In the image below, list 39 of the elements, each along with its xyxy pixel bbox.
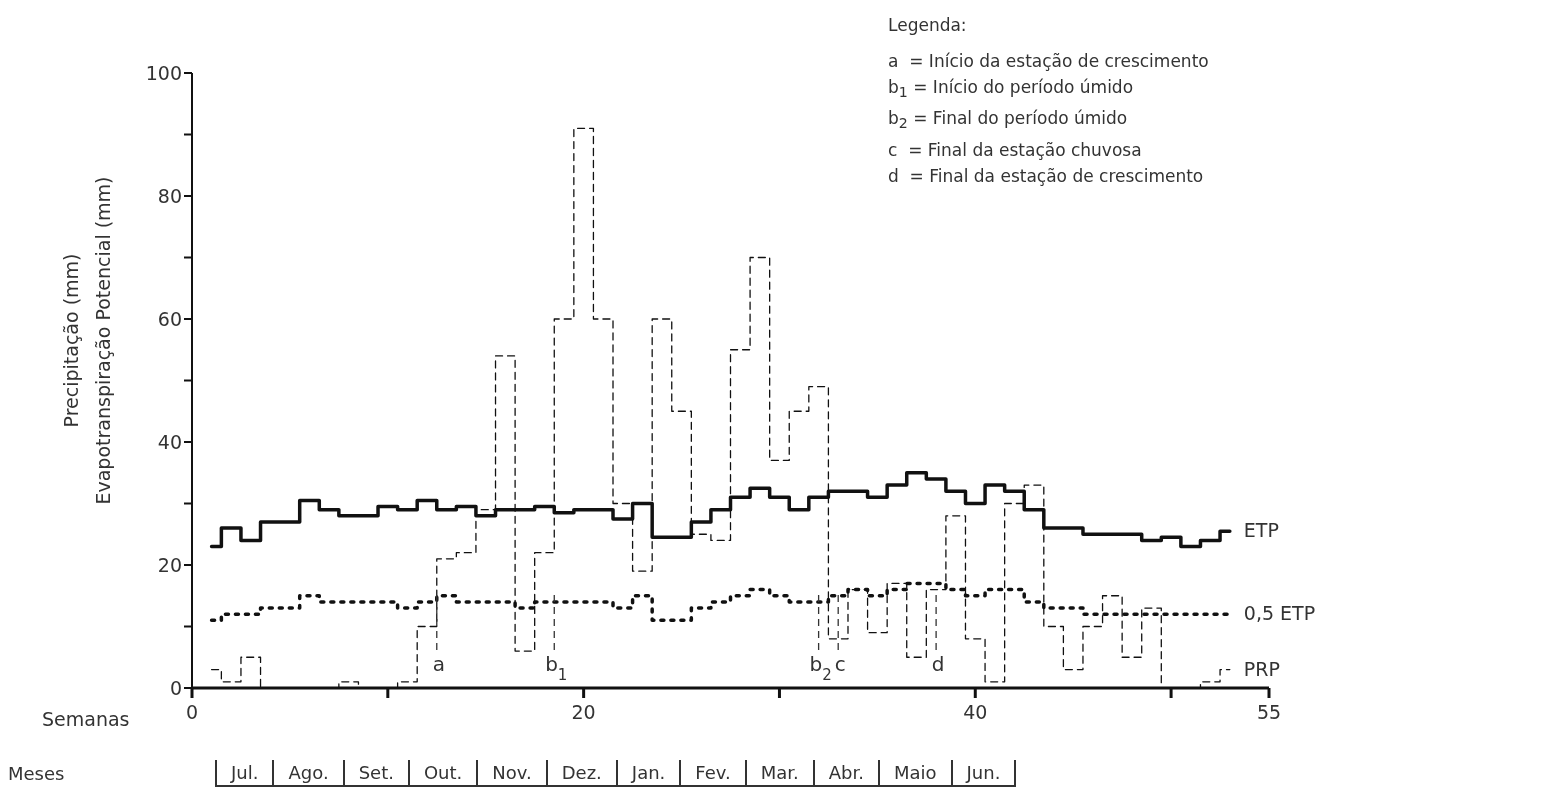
series-label: 0,5 ETP [1243, 602, 1316, 625]
text: Maio [879, 760, 953, 787]
series-label: PRP [1243, 657, 1280, 680]
annotation: b$_{2}$ = Final do período úmido [888, 107, 1129, 134]
x-tick-label: 40 [963, 701, 988, 724]
ref-line-label: b$_{2}$ [809, 652, 832, 684]
x-tick-label: 0 [185, 701, 199, 724]
text: Meses [8, 763, 66, 784]
series-label: ETP [1243, 519, 1279, 542]
y-tick-label: 40 [157, 430, 182, 453]
annotation: d = Final da estação de crescimento [888, 164, 1205, 188]
ref-line-label: c [834, 652, 846, 676]
text: Abr. [814, 760, 880, 787]
ref-line-label: d [931, 652, 945, 676]
text: Nov. [478, 760, 548, 787]
text: Out. [409, 760, 479, 787]
text: Mar. [746, 760, 815, 787]
text: Set. [344, 760, 410, 787]
annotation: c = Final da estação chuvosa [888, 138, 1143, 162]
y-tick-label: 100 [145, 61, 182, 84]
ref-line-label: a [432, 652, 445, 676]
x-tick-label: 55 [1256, 701, 1282, 724]
x-axis-title: Semanas [42, 708, 130, 730]
text: Ago. [274, 760, 345, 787]
y-tick-label: 60 [157, 307, 182, 330]
text: Dez. [547, 760, 618, 787]
annotation: b$_{1}$ = Início do período úmido [888, 76, 1135, 103]
text: a = Início da estação de crescimento [888, 50, 1209, 73]
text: Jul. [217, 760, 275, 787]
ref-line-label: b$_{1}$ [545, 652, 568, 684]
text: Jan. [617, 760, 682, 787]
text: Jun. [952, 760, 1017, 787]
text: Legenda: [888, 14, 968, 37]
y-tick-label: 0 [169, 676, 182, 699]
x-tick-label: 20 [571, 701, 596, 724]
text: Fev. [681, 760, 747, 787]
y-axis-title: Precipitação (mm) Evapotranspiração Potencial (mm) [60, 176, 114, 505]
y-tick-label: 80 [157, 184, 182, 207]
y-tick-label: 20 [157, 553, 182, 576]
